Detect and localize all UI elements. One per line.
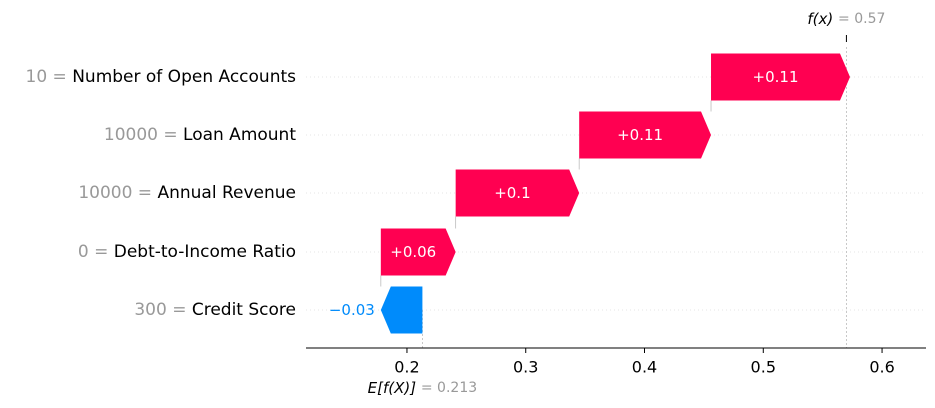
bar-5 — [380, 286, 423, 334]
feature-label: 10000 = Loan Amount — [104, 125, 296, 145]
feature-label: 0 = Debt-to-Income Ratio — [78, 242, 296, 262]
feature-label: 300 = Credit Score — [134, 300, 296, 320]
feature-label: 10000 = Annual Revenue — [78, 183, 296, 203]
feature-value: 10000 = — [104, 125, 183, 145]
x-axis: 0.2 0.3 0.4 0.5 0.6 f(x) = 0.57 E[f(X)] = 0.21… — [306, 10, 926, 397]
output-label: f(x) = 0.57 — [807, 10, 885, 28]
feature-name: Loan Amount — [183, 125, 296, 145]
feature-name: Debt-to-Income Ratio — [114, 242, 296, 262]
x-tick-label: 0.6 — [869, 358, 894, 377]
x-tick-label: 0.2 — [394, 358, 419, 377]
x-tick-label: 0.4 — [632, 358, 657, 377]
feature-name: Annual Revenue — [157, 183, 296, 203]
output-label-value: = 0.57 — [838, 11, 885, 27]
x-tick-label: 0.3 — [513, 358, 538, 377]
bar-label: +0.06 — [390, 243, 436, 261]
x-tick-label: 0.5 — [751, 358, 776, 377]
feature-label: 10 = Number of Open Accounts — [26, 67, 297, 87]
base-label: E[f(X)] = 0.213 — [368, 379, 477, 397]
bar-2 — [579, 111, 712, 159]
output-label-name: f(x) — [807, 10, 838, 28]
bar-label: +0.11 — [617, 126, 663, 144]
feature-value: 10 = — [26, 67, 73, 87]
bar-4 — [380, 228, 456, 276]
bar-1 — [711, 53, 850, 101]
bar-label: −0.03 — [329, 301, 375, 319]
bar-label: +0.11 — [753, 68, 799, 86]
feature-labels: 10 = Number of Open Accounts 10000 = Loan… — [26, 67, 297, 320]
bars: +0.11 +0.11 +0.1 +0.06 −0.03 — [329, 53, 850, 334]
bar-3 — [455, 169, 580, 217]
base-label-name: E[f(X)] — [368, 379, 421, 397]
feature-name: Credit Score — [192, 300, 296, 320]
feature-name: Number of Open Accounts — [72, 67, 296, 87]
base-label-value: = 0.213 — [421, 380, 477, 396]
feature-value: 10000 = — [78, 183, 157, 203]
feature-value: 0 = — [78, 242, 114, 262]
bar-label: +0.1 — [494, 184, 530, 202]
feature-value: 300 = — [134, 300, 192, 320]
